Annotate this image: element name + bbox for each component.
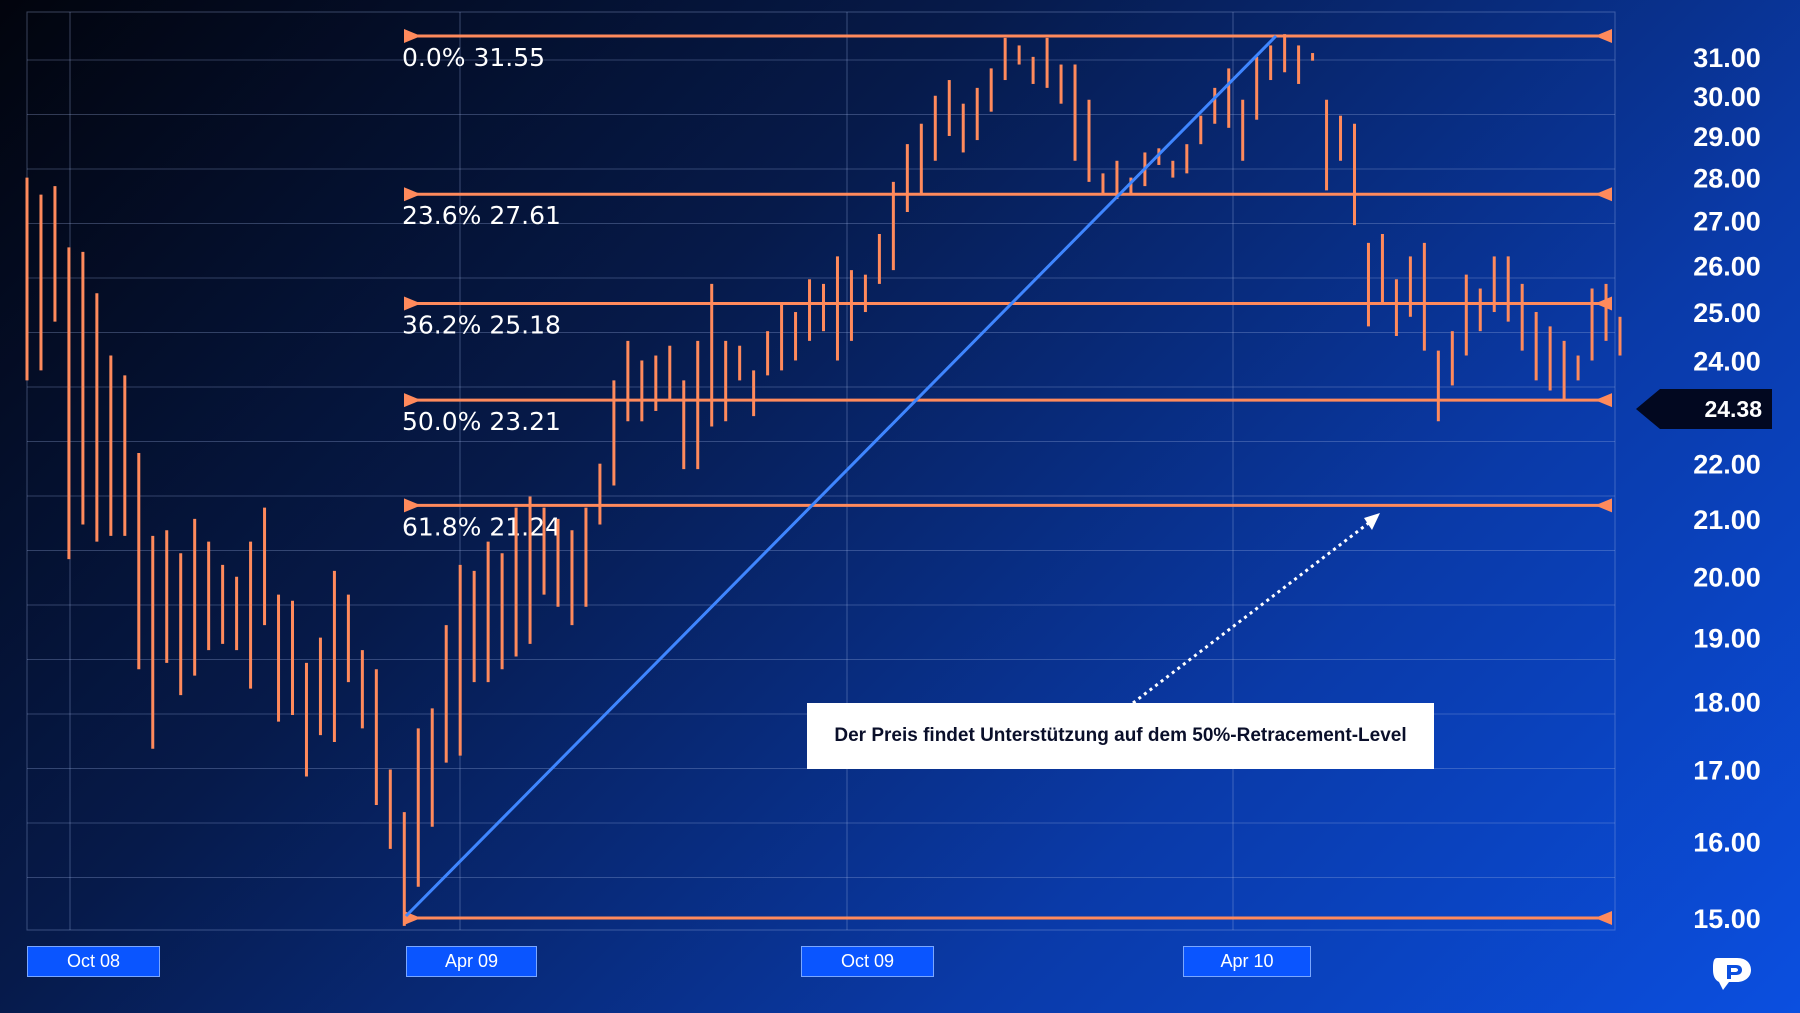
y-tick-label: 31.00 xyxy=(1693,43,1761,73)
y-tick-label: 29.00 xyxy=(1693,122,1761,152)
brand-logo-icon xyxy=(1713,958,1751,990)
x-tick-oct-09: Oct 09 xyxy=(801,946,934,977)
y-tick-label: 19.00 xyxy=(1693,624,1761,654)
trend-line xyxy=(404,34,1278,918)
price-bars xyxy=(25,34,1622,926)
fib-level-label: 61.8% 21.24 xyxy=(402,512,561,541)
y-tick-label: 22.00 xyxy=(1693,450,1761,480)
y-tick-label: 17.00 xyxy=(1693,756,1761,786)
fib-levels: 0.0% 31.55 23.6% 27.61 36.2% 25.18 50.0% 23… xyxy=(402,29,1612,925)
y-tick-label: 20.00 xyxy=(1693,563,1761,593)
fib-level-label: 36.2% 25.18 xyxy=(402,311,561,340)
fib-level-label: 0.0% 31.55 xyxy=(402,43,545,72)
fib-right-marker xyxy=(1595,498,1612,513)
trend-line-segment xyxy=(404,34,1278,918)
y-tick-label: 30.00 xyxy=(1693,82,1761,112)
fib-right-marker xyxy=(1595,911,1612,925)
fib-right-marker xyxy=(1595,187,1612,202)
fib-left-marker xyxy=(404,29,421,43)
fib-left-marker xyxy=(404,296,421,311)
y-tick-label: 24.00 xyxy=(1693,346,1761,376)
y-tick-label: 27.00 xyxy=(1693,207,1761,237)
fib-left-marker xyxy=(404,187,421,202)
y-tick-label: 18.00 xyxy=(1693,688,1761,718)
fib-level-label: 23.6% 27.61 xyxy=(402,201,561,230)
fib-left-marker xyxy=(404,498,421,513)
y-axis-ticks: 31.00 30.00 29.00 28.00 27.00 26.00 25.00 24.00… xyxy=(1693,43,1761,934)
fib-left-marker xyxy=(404,911,421,925)
y-tick-label: 21.00 xyxy=(1693,505,1761,535)
current-price-badge: 24.38 xyxy=(1636,389,1772,429)
y-tick-label: 26.00 xyxy=(1693,252,1761,282)
y-tick-label: 15.00 xyxy=(1693,904,1761,934)
fib-left-marker xyxy=(404,393,421,408)
x-tick-oct-08: Oct 08 xyxy=(27,946,160,977)
fib-level-label: 50.0% 23.21 xyxy=(402,407,561,436)
y-tick-label: 16.00 xyxy=(1693,827,1761,857)
annotation-arrow xyxy=(1132,513,1380,705)
x-tick-apr-10: Apr 10 xyxy=(1183,946,1311,977)
fib-right-marker xyxy=(1595,29,1612,43)
fib-right-marker xyxy=(1595,296,1612,311)
fib-right-marker xyxy=(1595,393,1612,408)
annotation-arrow-line xyxy=(1132,520,1371,705)
y-tick-label: 25.00 xyxy=(1693,298,1761,328)
annotation-text: Der Preis findet Unterstützung auf dem 5… xyxy=(807,703,1434,769)
x-tick-apr-09: Apr 09 xyxy=(406,946,537,977)
y-tick-label: 28.00 xyxy=(1693,164,1761,194)
plot-frame xyxy=(26,11,1616,931)
grid xyxy=(26,11,1616,931)
annotation-arrow-head xyxy=(1364,513,1380,530)
